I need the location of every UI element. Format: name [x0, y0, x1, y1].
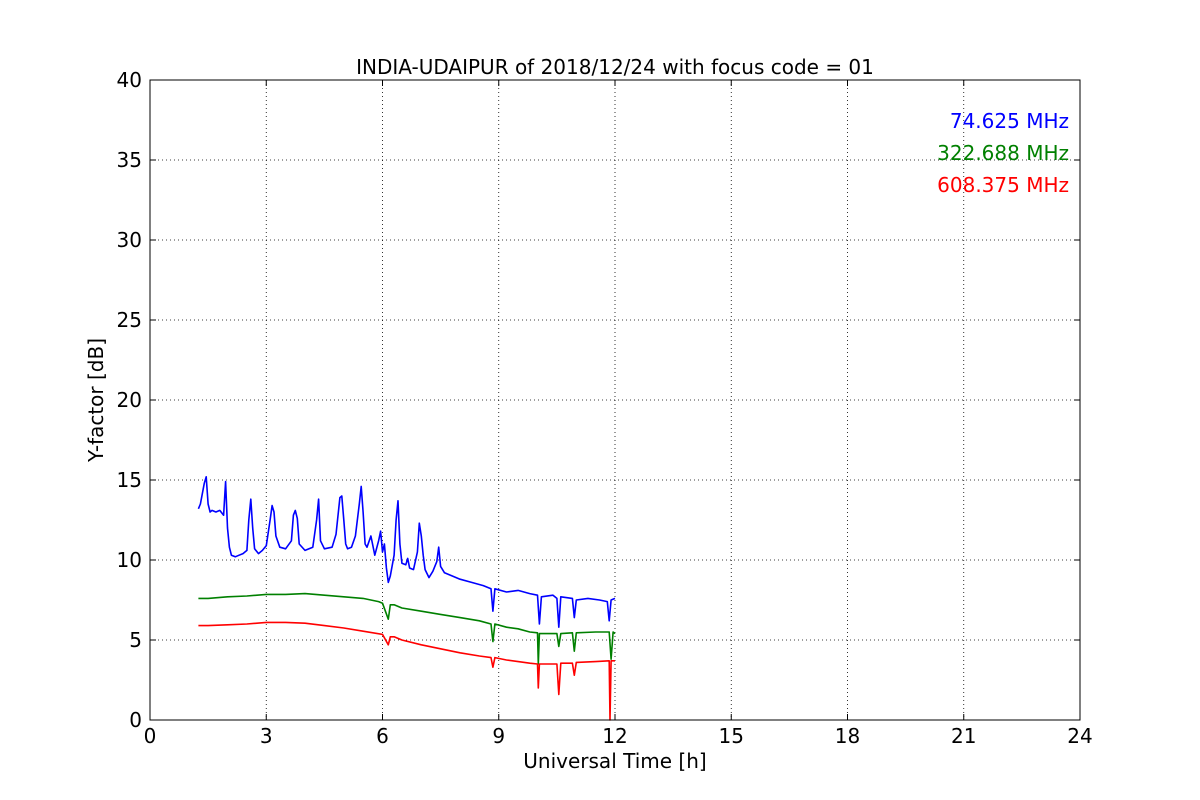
grid [150, 80, 1080, 720]
series-line-0 [197, 476, 616, 628]
y-tick-label: 40 [117, 68, 142, 92]
x-tick-label: 21 [951, 724, 976, 748]
x-tick-label: 3 [260, 724, 273, 748]
legend-entry-1: 322.688 MHz [937, 141, 1069, 165]
y-tick-label: 0 [129, 708, 142, 732]
x-tick-label: 24 [1067, 724, 1092, 748]
legend-entry-0: 74.625 MHz [950, 109, 1069, 133]
y-tick-label: 35 [117, 148, 142, 172]
series-line-2 [198, 621, 615, 721]
legend-entry-2: 608.375 MHz [937, 173, 1069, 197]
x-axis-label: Universal Time [h] [523, 749, 706, 773]
legend: 74.625 MHz 322.688 MHz 608.375 MHz [937, 109, 1069, 197]
y-tick-label: 10 [117, 548, 142, 572]
x-tick-label: 0 [144, 724, 157, 748]
x-tick-label: 15 [719, 724, 744, 748]
axis-ticks: 0 3 6 9 12 15 18 21 24 0 5 10 15 20 25 30 35 40 [117, 68, 1093, 748]
x-tick-label: 12 [602, 724, 627, 748]
series-layer [197, 476, 616, 721]
y-tick-label: 25 [117, 308, 142, 332]
y-tick-label: 5 [129, 628, 142, 652]
y-tick-label: 20 [117, 388, 142, 412]
x-tick-label: 18 [835, 724, 860, 748]
y-axis-label: Y-factor [dB] [84, 338, 108, 463]
chart-title: INDIA-UDAIPUR of 2018/12/24 with focus c… [356, 55, 874, 79]
x-tick-label: 9 [492, 724, 505, 748]
y-tick-label: 15 [117, 468, 142, 492]
series-line-1 [198, 592, 616, 665]
y-tick-label: 30 [117, 228, 142, 252]
x-tick-label: 6 [376, 724, 389, 748]
